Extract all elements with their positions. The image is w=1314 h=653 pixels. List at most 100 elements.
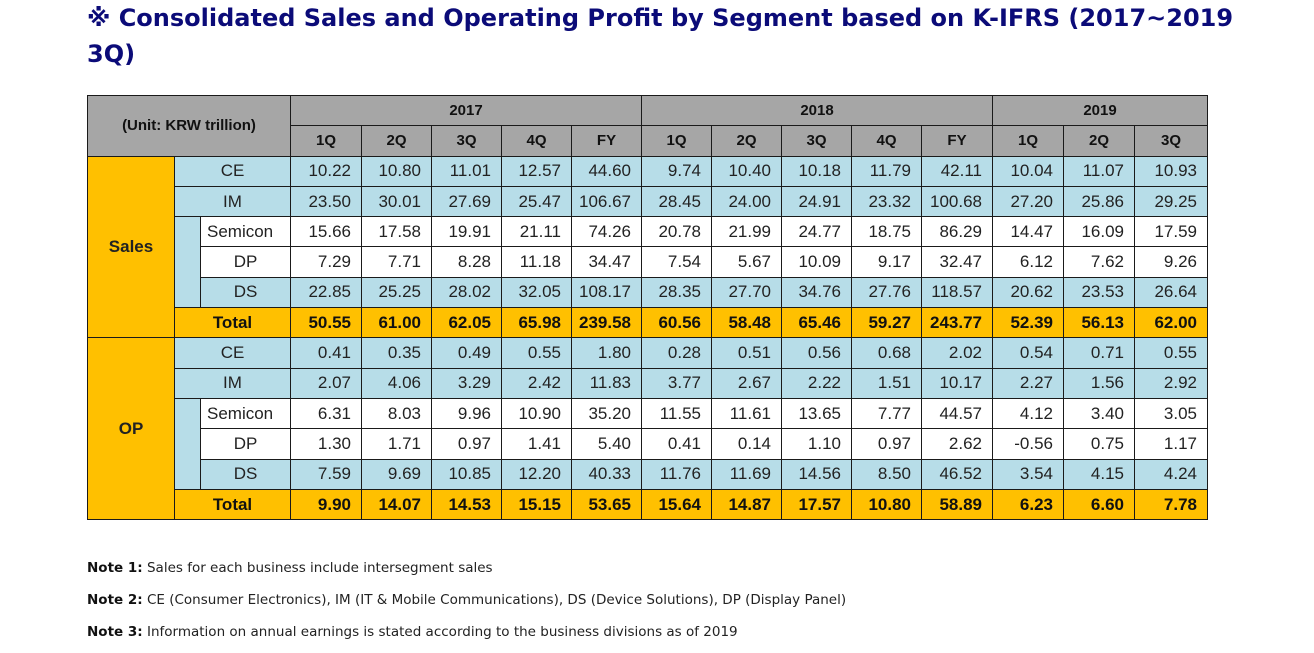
table-body: Sales CE 10.22 10.80 11.01 12.57 44.60 9.74 10.4… xyxy=(87,155,1208,521)
value-cell: 11.61 xyxy=(711,397,782,430)
period-header-2018-1q: 1Q xyxy=(641,125,712,157)
value-cell: 50.55 xyxy=(290,307,362,339)
value-cell: 10.18 xyxy=(781,155,852,187)
value-cell: 11.01 xyxy=(431,155,502,187)
value-cell: 11.18 xyxy=(501,246,572,278)
note-1: Note 1: Sales for each business include … xyxy=(87,557,846,589)
value-cell: 74.26 xyxy=(571,216,642,248)
value-cell: 28.45 xyxy=(641,185,712,218)
value-cell: 19.91 xyxy=(431,216,502,248)
value-cell: 28.02 xyxy=(431,276,502,309)
period-header-2018-4q: 4Q xyxy=(851,125,922,157)
table-row: OP CE 0.41 0.35 0.49 0.55 1.80 0.28 0.51 0.56 0.68… xyxy=(87,337,1208,521)
value-cell: 23.53 xyxy=(1063,276,1135,309)
value-cell: 35.20 xyxy=(571,397,642,430)
note-2: Note 2: CE (Consumer Electronics), IM (I… xyxy=(87,589,846,621)
value-cell: 0.14 xyxy=(711,428,782,460)
value-cell: 23.50 xyxy=(290,185,362,218)
value-cell: 1.56 xyxy=(1063,367,1135,399)
value-cell: 2.62 xyxy=(921,428,993,460)
value-cell: 9.74 xyxy=(641,155,712,187)
period-header-2018-3q: 3Q xyxy=(781,125,852,157)
table-row: DS 22.85 25.25 28.02 32.05 108.17 28.35 27.70 34… xyxy=(88,276,1208,309)
value-cell: 100.68 xyxy=(921,185,993,218)
value-cell: 10.22 xyxy=(290,155,362,187)
value-cell: 11.69 xyxy=(711,458,782,490)
value-cell: 16.09 xyxy=(1063,216,1135,248)
value-cell: 10.04 xyxy=(992,155,1064,187)
value-cell: 9.17 xyxy=(851,246,922,278)
value-cell: 23.32 xyxy=(851,185,922,218)
value-cell: 4.12 xyxy=(992,397,1064,430)
row-label: Total xyxy=(174,488,291,521)
note-text: Information on annual earnings is stated… xyxy=(142,624,738,640)
value-cell: 0.75 xyxy=(1063,428,1135,460)
value-cell: 14.87 xyxy=(711,488,782,521)
value-cell: 17.57 xyxy=(781,488,852,521)
value-cell: 0.56 xyxy=(781,337,852,369)
value-cell: 6.31 xyxy=(290,397,362,430)
value-cell: 15.66 xyxy=(290,216,362,248)
value-cell: 25.25 xyxy=(361,276,432,309)
row-label: DS xyxy=(200,276,291,309)
value-cell: 2.07 xyxy=(290,367,362,399)
year-header-2018: 2018 xyxy=(641,94,993,127)
value-cell: 7.71 xyxy=(361,246,432,278)
value-cell: 0.71 xyxy=(1063,337,1135,369)
value-cell: 7.77 xyxy=(851,397,922,430)
value-cell: 0.68 xyxy=(851,337,922,369)
value-cell: 5.67 xyxy=(711,246,782,278)
table-row: Semicon 15.66 17.58 19.91 21.11 74.26 20.78 21.… xyxy=(88,216,1208,309)
value-cell: 32.05 xyxy=(501,276,572,309)
value-cell: 9.26 xyxy=(1134,246,1208,278)
value-cell: 239.58 xyxy=(571,307,642,339)
value-cell: 3.05 xyxy=(1134,397,1208,430)
value-cell: 17.58 xyxy=(361,216,432,248)
note-text: Sales for each business include interseg… xyxy=(142,560,493,576)
value-cell: 0.97 xyxy=(851,428,922,460)
value-cell: 58.48 xyxy=(711,307,782,339)
value-cell: 11.07 xyxy=(1063,155,1135,187)
value-cell: 10.17 xyxy=(921,367,993,399)
value-cell: 25.47 xyxy=(501,185,572,218)
period-header-2017-4q: 4Q xyxy=(501,125,572,157)
value-cell: 9.96 xyxy=(431,397,502,430)
value-cell: -0.56 xyxy=(992,428,1064,460)
section-label-op: OP xyxy=(87,337,175,521)
value-cell: 0.41 xyxy=(290,337,362,369)
period-header-2017-fy: FY xyxy=(571,125,642,157)
note-text: CE (Consumer Electronics), IM (IT & Mobi… xyxy=(142,592,847,608)
period-header-2019-2q: 2Q xyxy=(1063,125,1135,157)
value-cell: 0.28 xyxy=(641,337,712,369)
table-row: DP 7.29 7.71 8.28 11.18 34.47 7.54 5.67 10.09 9.1… xyxy=(88,246,1208,278)
value-cell: 2.22 xyxy=(781,367,852,399)
value-cell: 9.69 xyxy=(361,458,432,490)
value-cell: 0.97 xyxy=(431,428,502,460)
row-label: Semicon xyxy=(200,216,291,248)
value-cell: 2.02 xyxy=(921,337,993,369)
value-cell: 11.79 xyxy=(851,155,922,187)
value-cell: 8.28 xyxy=(431,246,502,278)
value-cell: 11.83 xyxy=(571,367,642,399)
value-cell: 27.69 xyxy=(431,185,502,218)
value-cell: 2.27 xyxy=(992,367,1064,399)
value-cell: 21.99 xyxy=(711,216,782,248)
notes-section: Note 1: Sales for each business include … xyxy=(87,557,846,653)
page-title: ※ Consolidated Sales and Operating Profi… xyxy=(87,4,1234,68)
value-cell: 10.09 xyxy=(781,246,852,278)
value-cell: 2.42 xyxy=(501,367,572,399)
value-cell: 5.40 xyxy=(571,428,642,460)
value-cell: 10.90 xyxy=(501,397,572,430)
value-cell: 10.80 xyxy=(851,488,922,521)
row-label: CE xyxy=(174,155,291,187)
table-row: IM 2.07 4.06 3.29 2.42 11.83 3.77 2.67 2.22 1.51 1… xyxy=(88,367,1208,399)
value-cell: 1.17 xyxy=(1134,428,1208,460)
value-cell: 0.55 xyxy=(501,337,572,369)
value-cell: 8.50 xyxy=(851,458,922,490)
value-cell: 7.78 xyxy=(1134,488,1208,521)
value-cell: 12.20 xyxy=(501,458,572,490)
value-cell: 0.51 xyxy=(711,337,782,369)
value-cell: 53.65 xyxy=(571,488,642,521)
value-cell: 46.52 xyxy=(921,458,993,490)
value-cell: 44.57 xyxy=(921,397,993,430)
